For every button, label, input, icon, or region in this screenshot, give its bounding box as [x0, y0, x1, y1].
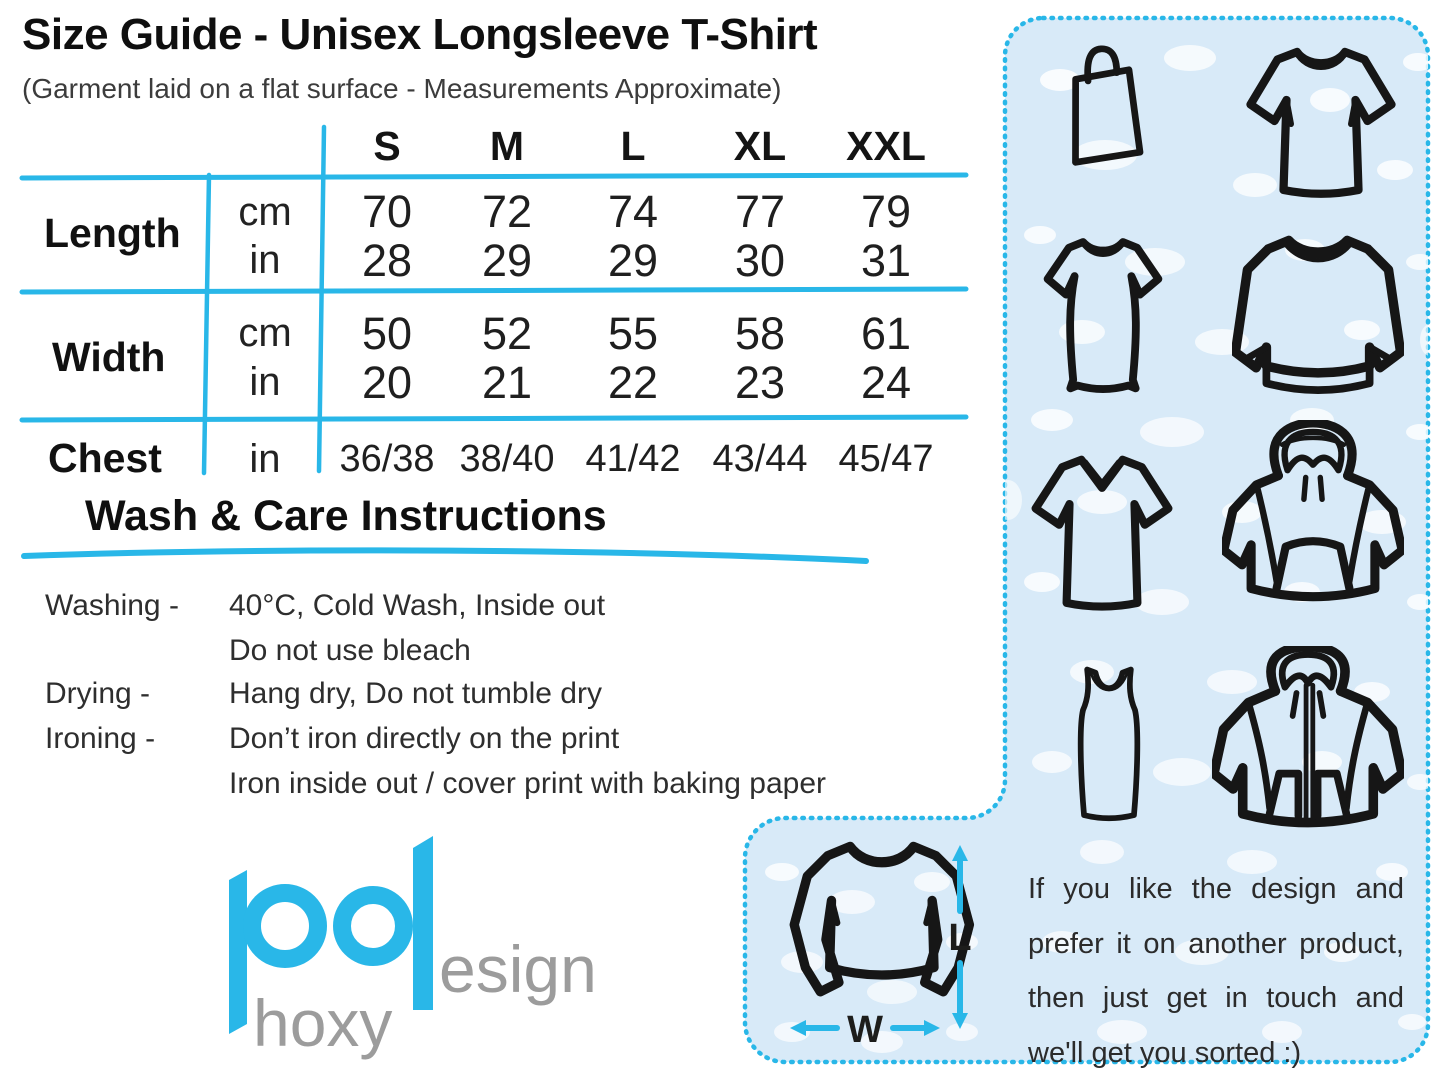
womens-tshirt-icon	[1043, 238, 1163, 393]
length-label: L	[948, 917, 971, 959]
tote-bag-icon	[1072, 45, 1144, 166]
table-cell: 52	[481, 308, 533, 359]
contact-note: If you like the design and prefer it on …	[1028, 873, 1404, 1069]
row-label-chest: Chest	[48, 435, 162, 481]
size-col-header-m: M	[489, 123, 525, 169]
tshirt-icon	[1246, 47, 1396, 198]
product-panel: L W	[742, 15, 1431, 1065]
table-cell: 29	[607, 235, 659, 286]
care-text: 40°C, Cold Wash, Inside out	[229, 589, 606, 622]
table-cell: 24	[860, 357, 912, 408]
care-heading: Wash & Care Instructions	[85, 492, 607, 540]
table-cell: 23	[734, 357, 786, 408]
row-label-length: Length	[44, 210, 181, 256]
longsleeve-diagram-icon	[789, 841, 975, 997]
size-col-header-xl: XL	[733, 123, 787, 169]
table-cell: 74	[607, 186, 659, 237]
page-subtitle: (Garment laid on a flat surface - Measur…	[22, 73, 782, 104]
table-cell: 21	[481, 357, 533, 408]
table-cell: 55	[607, 308, 659, 359]
table-cell: 22	[607, 357, 659, 408]
care-text: Iron inside out / cover print with bakin…	[229, 767, 826, 800]
table-grid-lines	[19, 124, 969, 476]
size-col-header-l: L	[620, 123, 646, 169]
care-underline	[21, 547, 869, 564]
table-cell: 43/44	[712, 438, 808, 480]
unit-chest-in: in	[249, 437, 281, 481]
table-cell: 50	[361, 308, 413, 359]
unit-width-in: in	[249, 360, 281, 404]
unit-length-in: in	[249, 238, 281, 282]
logo-hoxy-text: hoxy	[253, 986, 392, 1060]
size-col-header-s: S	[373, 123, 401, 169]
length-arrow	[952, 845, 968, 1029]
logo-initials-pd	[229, 836, 433, 1034]
size-col-header-xxl: XXL	[846, 123, 926, 169]
logo-esign-text: esign	[439, 932, 597, 1006]
table-cell: 30	[734, 235, 786, 286]
table-cell: 72	[481, 186, 533, 237]
table-cell: 20	[361, 357, 413, 408]
table-cell: 45/47	[838, 438, 934, 480]
table-cell: 38/40	[459, 438, 555, 480]
care-text: Don’t iron directly on the print	[229, 722, 620, 755]
width-label: W	[847, 1009, 883, 1051]
sweatshirt-icon	[1232, 235, 1404, 394]
table-cell: 36/38	[339, 438, 435, 480]
care-label-drying: Drying -	[45, 677, 151, 710]
phoxy-design-logo: esign hoxy	[229, 836, 597, 1060]
table-cell: 70	[361, 186, 413, 237]
care-label-washing: Washing -	[45, 589, 179, 622]
table-cell: 61	[860, 308, 912, 359]
width-arrow	[790, 1020, 940, 1036]
hoodie-icon	[1222, 420, 1404, 602]
table-cell: 31	[860, 235, 912, 286]
care-text: Hang dry, Do not tumble dry	[229, 677, 602, 710]
unit-width-cm: cm	[238, 311, 292, 355]
page-title: Size Guide - Unisex Longsleeve T-Shirt	[22, 10, 818, 59]
table-cell: 77	[734, 186, 786, 237]
table-cell: 41/42	[585, 438, 681, 480]
vneck-tshirt-icon	[1031, 455, 1173, 611]
row-label-width: Width	[52, 334, 166, 380]
unit-length-cm: cm	[238, 190, 292, 234]
care-label-ironing: Ironing -	[45, 722, 156, 755]
table-cell: 58	[734, 308, 786, 359]
care-text: Do not use bleach	[229, 634, 471, 667]
zip-hoodie-icon	[1212, 646, 1404, 828]
table-cell: 79	[860, 186, 912, 237]
tank-top-icon	[1077, 666, 1141, 822]
table-cell: 28	[361, 235, 413, 286]
table-cell: 29	[481, 235, 533, 286]
